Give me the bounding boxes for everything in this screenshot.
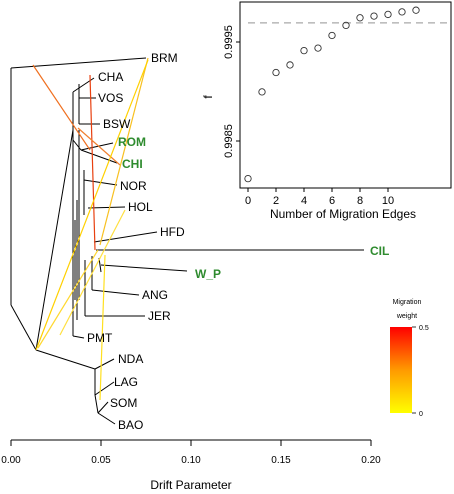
inset-x-axis-title: Number of Migration Edges: [270, 207, 416, 221]
legend-color-bar: [390, 327, 412, 413]
leaf-label-rom: ROM: [118, 135, 146, 149]
edge-lag: [94, 381, 115, 396]
leaf-label-bao: BAO: [118, 418, 143, 432]
migration-weight-legend: Migration weight 0.5 0: [390, 299, 429, 418]
scatter-point-8: [356, 14, 364, 22]
scatter-point-3: [286, 61, 294, 69]
scatter-point-12: [412, 6, 420, 14]
leaf-label-chi: CHI: [122, 157, 143, 171]
edge-som: [97, 401, 109, 414]
x-tick-label-0: 0.00: [1, 455, 21, 466]
inset-x-tick-label-2: 4: [301, 195, 307, 207]
edge-hfd: [93, 231, 158, 243]
scatter-point-0: [244, 174, 252, 183]
scatter-point-1: [258, 88, 266, 96]
leaf-label-nda: NDA: [118, 352, 143, 366]
migration-edge-1: [32, 64, 91, 151]
inset-y-tick-label-1: 0.9995: [223, 25, 235, 59]
x-tick-label-4: 0.20: [361, 455, 381, 466]
migration-edge-7: [99, 254, 106, 401]
edge-brm: [10, 57, 147, 69]
migration-edge-3: [77, 127, 121, 166]
leaf-label-cha: CHA: [98, 70, 123, 84]
migration-edge-6: [59, 209, 126, 336]
scatter-point-6: [328, 31, 336, 40]
edge-nda: [94, 358, 115, 370]
inset-x-tick-label-5: 10: [382, 195, 394, 207]
leaf-label-cil: CIL: [370, 244, 389, 258]
migration-edge-8: [37, 249, 99, 349]
edge-ang: [91, 289, 140, 296]
migration-edges: [32, 57, 149, 401]
migration-edge-2: [89, 74, 96, 251]
leaf-label-wp: W_P: [195, 267, 221, 281]
edge-to-african-node: [10, 304, 37, 351]
scatter-point-11: [398, 8, 406, 16]
legend-min-label: 0: [419, 411, 423, 418]
drift-x-axis: 0.00 0.05 0.10 0.15 0.20 Drift Parameter: [1, 439, 381, 492]
edge-rom: [80, 142, 114, 151]
x-tick-label-2: 0.10: [181, 455, 201, 466]
inset-x-tick-label-0: 0: [245, 195, 251, 207]
x-axis-title: Drift Parameter: [150, 478, 231, 492]
leaf-label-brm: BRM: [151, 51, 178, 65]
edge-african-branch: [35, 349, 96, 370]
edge-pmt: [72, 335, 85, 339]
edge-wp: [100, 264, 188, 272]
leaf-label-ang: ANG: [142, 288, 168, 302]
leaf-label-hol: HOL: [128, 200, 153, 214]
legend-title-line2: weight: [396, 313, 417, 320]
migration-edge-4: [99, 57, 149, 246]
inset-y-tick-label-0: 0.9985: [223, 124, 235, 158]
edge-rom-node: [72, 139, 82, 151]
migration-edge-5: [35, 59, 149, 351]
leaf-label-lag: LAG: [114, 375, 138, 389]
scatter-point-4: [300, 46, 308, 55]
leaf-labels: BRM CHA VOS BSW ROM CHI NOR HOL HFD CIL …: [87, 51, 389, 432]
x-tick-label-3: 0.15: [271, 455, 291, 466]
legend-title-line1: Migration: [393, 299, 422, 306]
leaf-label-hfd: HFD: [160, 225, 185, 239]
leaf-label-jer: JER: [148, 309, 171, 323]
scatter-point-10: [384, 10, 392, 19]
edge-chi: [80, 149, 118, 164]
leaf-label-vos: VOS: [98, 91, 123, 105]
edge-bao: [97, 412, 116, 425]
scatter-point-7: [342, 21, 350, 30]
edge-som-node: [94, 394, 99, 414]
legend-max-label: 0.5: [419, 325, 429, 332]
leaf-label-nor: NOR: [120, 179, 147, 193]
inset-x-tick-label-1: 2: [273, 195, 279, 207]
scatter-point-2: [272, 68, 280, 77]
inset-scatter-plot: 0 2 4 6 8 10 Number of Migration Edges 0…: [201, 1, 452, 221]
inset-points: [244, 6, 420, 183]
inset-y-axis-title: f: [201, 95, 215, 99]
leaf-label-pmt: PMT: [87, 331, 113, 345]
leaf-label-bsw: BSW: [103, 117, 131, 131]
scatter-point-5: [314, 44, 322, 52]
inset-frame: [239, 1, 452, 189]
inset-x-tick-label-4: 8: [357, 195, 363, 207]
scatter-point-9: [370, 12, 378, 20]
edge-to-european-node: [35, 129, 74, 351]
leaf-label-som: SOM: [110, 396, 137, 410]
inset-x-tick-label-3: 6: [329, 195, 335, 207]
x-tick-label-1: 0.05: [91, 455, 111, 466]
